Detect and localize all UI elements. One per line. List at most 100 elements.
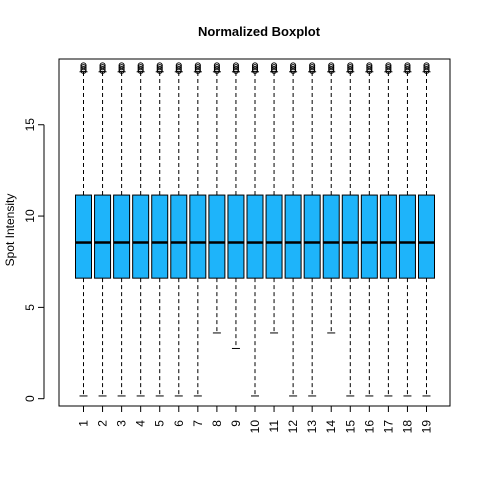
x-tick-label: 7 (191, 420, 205, 427)
outlier-point (347, 62, 354, 69)
box-body (208, 194, 226, 279)
outlier-point (290, 62, 297, 69)
outlier-point (156, 64, 163, 71)
y-tick-label: 10 (23, 209, 37, 223)
box-body (341, 194, 359, 279)
box-body (398, 194, 416, 279)
outlier-point (137, 65, 144, 73)
y-axis: 0 5 10 15 (23, 118, 45, 402)
outlier-point (404, 65, 411, 73)
outlier-point (385, 64, 392, 71)
box-body (113, 194, 131, 279)
outlier-point (366, 62, 373, 69)
outlier-point (271, 65, 278, 73)
box-body (151, 194, 169, 279)
box-16 (360, 62, 378, 397)
outlier-point (232, 65, 239, 73)
x-tick-label: 6 (172, 420, 186, 427)
boxes-group (75, 62, 435, 397)
box-8 (208, 62, 226, 334)
outlier-point (175, 64, 182, 71)
outlier-point (251, 65, 259, 73)
x-tick-label: 12 (286, 420, 300, 434)
box-9 (227, 62, 245, 349)
outlier-point (194, 62, 201, 69)
outlier-point (99, 62, 106, 69)
box-body (189, 194, 207, 279)
x-tick-label: 1 (77, 420, 91, 427)
outlier-point (347, 64, 354, 71)
box-body (303, 194, 321, 279)
outlier-point (328, 65, 335, 73)
box-body (132, 194, 150, 279)
box-14 (322, 62, 340, 334)
y-tick-label: 0 (23, 395, 37, 402)
box-body (94, 194, 112, 279)
outlier-point (385, 62, 392, 69)
x-tick-label: 17 (381, 420, 395, 434)
y-tick-label: 15 (23, 118, 37, 132)
outlier-point (366, 65, 373, 73)
x-tick-label: 19 (420, 420, 434, 434)
box-body (246, 194, 264, 279)
outlier-point (175, 62, 182, 69)
box-body (265, 194, 283, 279)
outlier-point (137, 62, 144, 69)
outlier-point (290, 64, 297, 71)
outlier-point (156, 62, 163, 69)
box-5 (151, 62, 169, 397)
box-19 (418, 62, 435, 397)
box-2 (94, 62, 112, 397)
x-tick-label: 8 (210, 420, 224, 427)
outlier-point (404, 62, 411, 69)
x-tick-label: 14 (324, 420, 338, 434)
box-10 (246, 62, 264, 397)
outlier-point (309, 65, 316, 73)
box-body (379, 194, 397, 279)
x-tick-label: 16 (362, 420, 376, 434)
outlier-point (423, 65, 430, 73)
outlier-point (290, 65, 297, 73)
outlier-point (423, 64, 430, 71)
x-tick-label: 13 (305, 420, 319, 434)
outlier-point (80, 65, 87, 73)
outlier-point (99, 65, 106, 73)
x-tick-label: 15 (343, 420, 357, 434)
outlier-point (80, 62, 87, 69)
box-body (170, 194, 188, 279)
outlier-point (404, 64, 411, 71)
outlier-point (328, 64, 335, 71)
outlier-point (347, 65, 354, 73)
x-tick-label: 10 (248, 420, 262, 434)
outlier-point (213, 65, 220, 73)
outlier-point (137, 64, 144, 71)
x-tick-label: 5 (153, 420, 167, 427)
outlier-point (251, 62, 259, 69)
outlier-point (156, 65, 163, 73)
box-body (227, 194, 245, 279)
outlier-point (118, 62, 125, 69)
outlier-point (175, 65, 182, 73)
x-tick-label: 4 (134, 420, 148, 427)
outlier-point (309, 64, 316, 71)
outlier-point (271, 62, 278, 69)
box-body (75, 194, 92, 279)
outlier-point (309, 62, 316, 69)
box-7 (189, 62, 207, 397)
box-15 (341, 62, 359, 397)
outlier-point (328, 62, 335, 69)
x-tick-label: 18 (400, 420, 414, 434)
box-6 (170, 62, 188, 397)
x-tick-label: 11 (267, 420, 281, 433)
x-axis: 1 2 3 4 5 6 7 8 9 10 11 12 13 14 15 16 17 18 19 (77, 405, 434, 434)
box-18 (398, 62, 416, 397)
y-axis-label: Spot Intensity (3, 194, 17, 267)
outlier-point (194, 65, 201, 73)
outlier-point (232, 62, 239, 69)
outlier-point (99, 64, 106, 71)
outlier-point (118, 65, 125, 73)
outlier-point (251, 64, 259, 71)
box-4 (132, 62, 150, 397)
box-body (322, 194, 340, 279)
